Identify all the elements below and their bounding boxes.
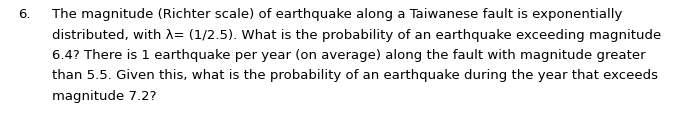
Text: than 5.5. Given this, what is the probability of an earthquake during the year t: than 5.5. Given this, what is the probab… xyxy=(52,69,658,82)
Text: The magnitude (Richter scale) of earthquake along a Taiwanese fault is exponenti: The magnitude (Richter scale) of earthqu… xyxy=(52,8,622,21)
Text: magnitude 7.2?: magnitude 7.2? xyxy=(52,89,156,102)
Text: distributed, with λ= (1/2.5). What is the probability of an earthquake exceeding: distributed, with λ= (1/2.5). What is th… xyxy=(52,28,661,41)
Text: 6.4? There is 1 earthquake per year (on average) along the fault with magnitude : 6.4? There is 1 earthquake per year (on … xyxy=(52,49,646,61)
Text: 6.: 6. xyxy=(18,8,30,21)
